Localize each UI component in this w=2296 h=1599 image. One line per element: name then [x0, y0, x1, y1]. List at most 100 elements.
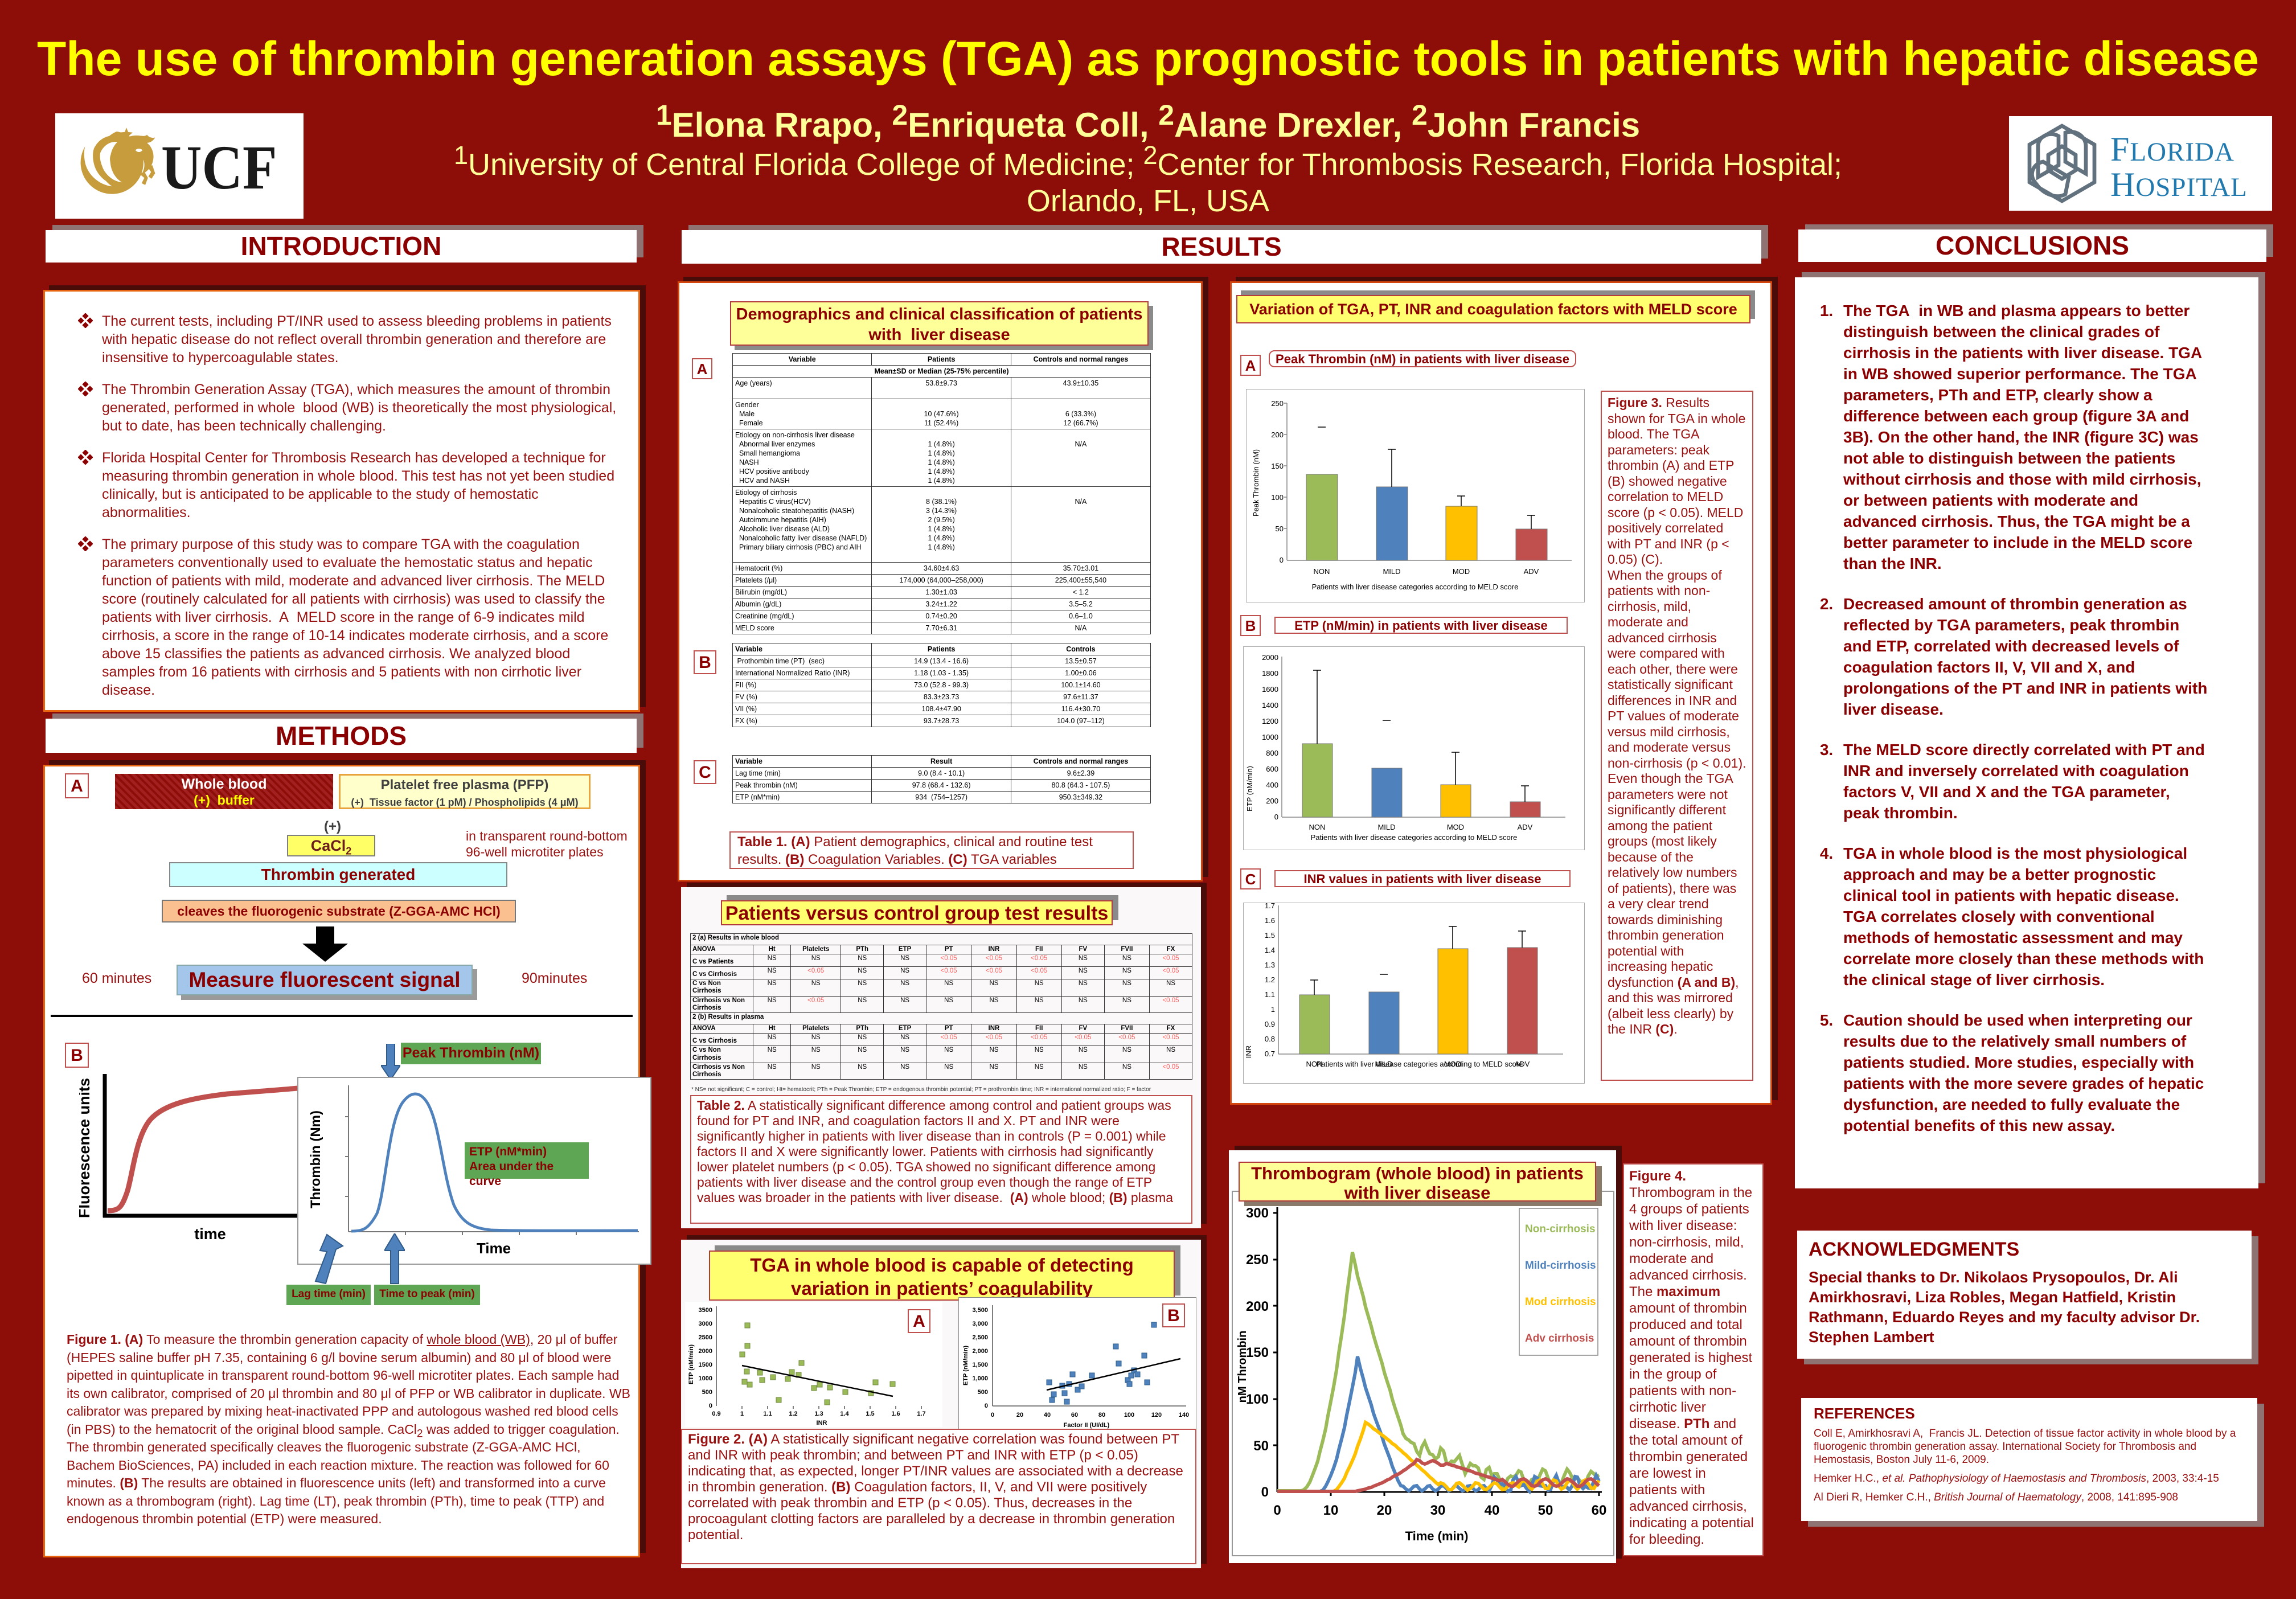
svg-text:MOD: MOD — [1453, 567, 1470, 576]
svg-text:MOD: MOD — [1444, 1060, 1461, 1068]
svg-text:0.8: 0.8 — [1265, 1035, 1275, 1043]
svg-text:1.2: 1.2 — [789, 1411, 797, 1417]
svg-text:ADV: ADV — [1515, 1060, 1530, 1068]
svg-text:Adv cirrhosis: Adv cirrhosis — [1525, 1332, 1594, 1344]
svg-text:ETP (nM/min): ETP (nM/min) — [688, 1344, 695, 1384]
svg-text:100: 100 — [1246, 1392, 1269, 1407]
svg-text:250: 250 — [1246, 1252, 1269, 1268]
svg-text:100: 100 — [1271, 493, 1284, 502]
svg-text:1.1: 1.1 — [1265, 990, 1275, 999]
svg-text:1.3: 1.3 — [814, 1411, 823, 1417]
svg-text:800: 800 — [1266, 749, 1278, 757]
svg-text:40: 40 — [1485, 1503, 1500, 1518]
svg-text:1600: 1600 — [1262, 685, 1278, 694]
svg-text:1400: 1400 — [1262, 701, 1278, 710]
svg-text:0.7: 0.7 — [1265, 1049, 1275, 1058]
svg-text:Patients with liver disease ca: Patients with liver disease categories a… — [1311, 833, 1518, 842]
svg-text:3,000: 3,000 — [972, 1321, 988, 1327]
svg-text:Factor II (UI/dL): Factor II (UI/dL) — [1064, 1422, 1110, 1429]
svg-text:MILD: MILD — [1375, 1060, 1392, 1068]
svg-text:0: 0 — [1280, 556, 1284, 564]
svg-text:3,500: 3,500 — [972, 1307, 988, 1314]
svg-text:Patients with liver disease ca: Patients with liver disease categories a… — [1312, 583, 1519, 591]
svg-text:1.1: 1.1 — [763, 1411, 772, 1417]
svg-text:0: 0 — [985, 1403, 988, 1409]
svg-text:MILD: MILD — [1383, 567, 1400, 576]
svg-text:600: 600 — [1266, 765, 1278, 773]
svg-text:1000: 1000 — [699, 1375, 712, 1382]
svg-text:Mild-cirrhosis: Mild-cirrhosis — [1525, 1260, 1596, 1272]
svg-text:Non-cirrhosis: Non-cirrhosis — [1525, 1223, 1596, 1235]
svg-text:1: 1 — [1271, 1005, 1275, 1014]
svg-text:60: 60 — [1071, 1412, 1078, 1418]
svg-text:150: 150 — [1271, 462, 1284, 470]
svg-text:2,500: 2,500 — [972, 1334, 988, 1341]
svg-text:MOD: MOD — [1447, 823, 1464, 831]
svg-text:1.5: 1.5 — [1265, 931, 1275, 940]
svg-text:500: 500 — [978, 1389, 988, 1396]
svg-text:50: 50 — [1253, 1438, 1269, 1454]
svg-text:0: 0 — [1261, 1485, 1269, 1500]
svg-text:1,500: 1,500 — [972, 1362, 988, 1368]
svg-text:40: 40 — [1044, 1412, 1051, 1418]
svg-text:0: 0 — [709, 1403, 712, 1409]
svg-text:ETP (nM/min): ETP (nM/min) — [1245, 766, 1254, 811]
svg-text:Patients with liver disease ca: Patients with liver disease categories a… — [1317, 1060, 1523, 1068]
svg-text:0.9: 0.9 — [712, 1411, 720, 1417]
svg-text:200: 200 — [1266, 797, 1278, 805]
svg-text:Time (min): Time (min) — [1405, 1529, 1469, 1543]
svg-text:50: 50 — [1276, 524, 1284, 533]
svg-text:250: 250 — [1271, 399, 1284, 408]
svg-text:ADV: ADV — [1518, 823, 1533, 831]
svg-text:80: 80 — [1098, 1412, 1105, 1418]
svg-text:100: 100 — [1124, 1412, 1134, 1418]
svg-text:INR: INR — [1244, 1046, 1253, 1058]
svg-text:INR: INR — [817, 1420, 827, 1426]
svg-text:Fluorescence units: Fluorescence units — [79, 1078, 93, 1218]
svg-text:1800: 1800 — [1262, 669, 1278, 678]
svg-text:500: 500 — [702, 1389, 712, 1396]
svg-text:20: 20 — [1377, 1503, 1392, 1518]
svg-text:140: 140 — [1179, 1412, 1189, 1418]
svg-text:1.5: 1.5 — [866, 1411, 874, 1417]
svg-text:2000: 2000 — [1262, 653, 1278, 662]
svg-text:1.4: 1.4 — [840, 1411, 849, 1417]
svg-text:ETP (nM/min): ETP (nM/min) — [962, 1346, 969, 1385]
svg-text:Mod cirrhosis: Mod cirrhosis — [1525, 1296, 1596, 1308]
svg-text:nM Thrombin: nM Thrombin — [1236, 1331, 1249, 1403]
svg-text:Peak Thrombin (nM): Peak Thrombin (nM) — [1252, 449, 1260, 516]
svg-text:1.6: 1.6 — [891, 1411, 900, 1417]
svg-text:1200: 1200 — [1262, 717, 1278, 725]
svg-text:1500: 1500 — [699, 1362, 712, 1368]
svg-text:400: 400 — [1266, 781, 1278, 789]
svg-text:NON: NON — [1309, 823, 1326, 831]
svg-text:NON: NON — [1306, 1060, 1323, 1068]
svg-text:Thrombin (Nm): Thrombin (Nm) — [308, 1110, 323, 1208]
svg-text:300: 300 — [1246, 1206, 1269, 1221]
svg-text:NON: NON — [1314, 567, 1330, 576]
svg-text:0: 0 — [1274, 813, 1278, 821]
svg-text:50: 50 — [1538, 1503, 1553, 1518]
svg-text:20: 20 — [1016, 1412, 1023, 1418]
svg-text:120: 120 — [1151, 1412, 1162, 1418]
svg-text:1.7: 1.7 — [917, 1411, 925, 1417]
svg-text:Time: Time — [477, 1240, 511, 1257]
svg-text:1: 1 — [740, 1411, 744, 1417]
svg-text:10: 10 — [1323, 1503, 1339, 1518]
svg-text:3000: 3000 — [699, 1321, 712, 1327]
svg-text:2500: 2500 — [699, 1334, 712, 1341]
svg-text:2000: 2000 — [699, 1348, 712, 1355]
svg-text:3500: 3500 — [699, 1307, 712, 1314]
svg-text:60: 60 — [1592, 1503, 1607, 1518]
svg-text:1.4: 1.4 — [1265, 946, 1275, 954]
svg-text:30: 30 — [1430, 1503, 1446, 1518]
svg-text:1.7: 1.7 — [1265, 903, 1275, 910]
svg-text:ADV: ADV — [1524, 567, 1539, 576]
svg-text:1.2: 1.2 — [1265, 975, 1275, 984]
svg-text:2,000: 2,000 — [972, 1348, 988, 1355]
svg-text:200: 200 — [1246, 1299, 1269, 1314]
svg-text:200: 200 — [1271, 430, 1284, 439]
svg-text:time: time — [194, 1225, 226, 1243]
svg-text:1.6: 1.6 — [1265, 916, 1275, 925]
svg-text:0: 0 — [991, 1412, 994, 1418]
